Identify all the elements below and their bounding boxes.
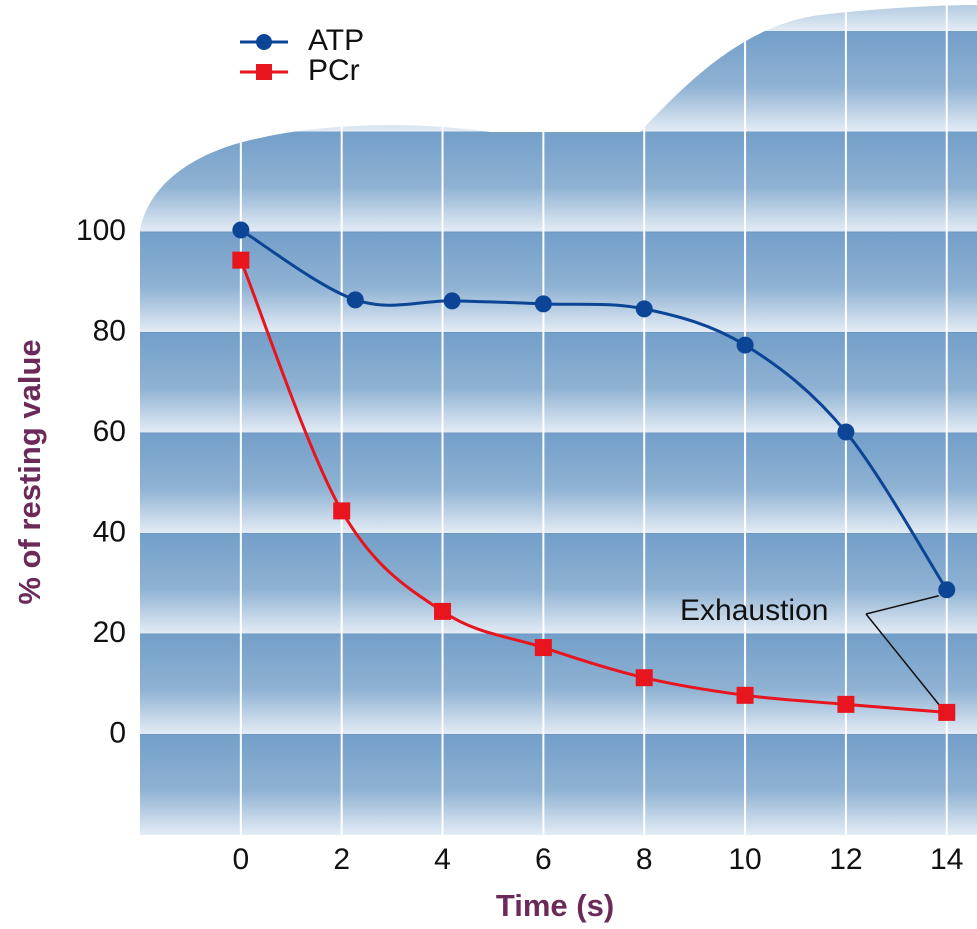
background-band [140,131,977,232]
x-tick-label: 8 [636,843,653,876]
point [534,295,552,313]
x-tick-label: 2 [333,843,350,876]
y-tick-label: 100 [76,214,126,247]
annotation-leader [865,595,939,615]
point [837,423,855,441]
x-tick-label: 6 [535,843,552,876]
y-tick-label: 0 [109,716,126,749]
background-band [140,533,977,634]
point [635,669,653,687]
annotation-leader [865,613,940,705]
y-tick-label: 20 [93,616,126,649]
y-tick-label: 60 [93,415,126,448]
background-band [140,232,977,333]
point [232,251,250,269]
background-band [140,634,977,735]
annotation: Exhaustion [680,594,828,627]
x-tick-label: 12 [829,843,862,876]
legend-marker [256,64,272,80]
point [333,502,351,520]
point [736,686,754,704]
background-band [140,734,977,835]
y-tick-label: 80 [93,314,126,347]
legend-label: ATP [308,24,364,57]
point [938,581,956,599]
point [635,300,653,318]
point [346,291,364,309]
x-axis-title: Time (s) [496,888,614,923]
x-tick-label: 10 [728,843,761,876]
background-band [140,433,977,534]
y-axis-title: % of resting value [12,339,47,604]
point [434,602,452,620]
point [232,221,250,239]
x-tick-label: 14 [930,843,963,876]
legend-label: PCr [308,54,360,87]
series-line [239,259,947,714]
point [938,703,956,721]
y-tick-label: 40 [93,515,126,548]
point [534,639,552,657]
legend-marker [256,34,272,50]
point [736,336,754,354]
point [443,292,461,310]
background-band [140,332,977,433]
x-tick-label: 0 [232,843,249,876]
x-tick-label: 4 [434,843,451,876]
point [837,695,855,713]
plot: Exhaustion [232,221,956,721]
background-band [140,5,977,31]
